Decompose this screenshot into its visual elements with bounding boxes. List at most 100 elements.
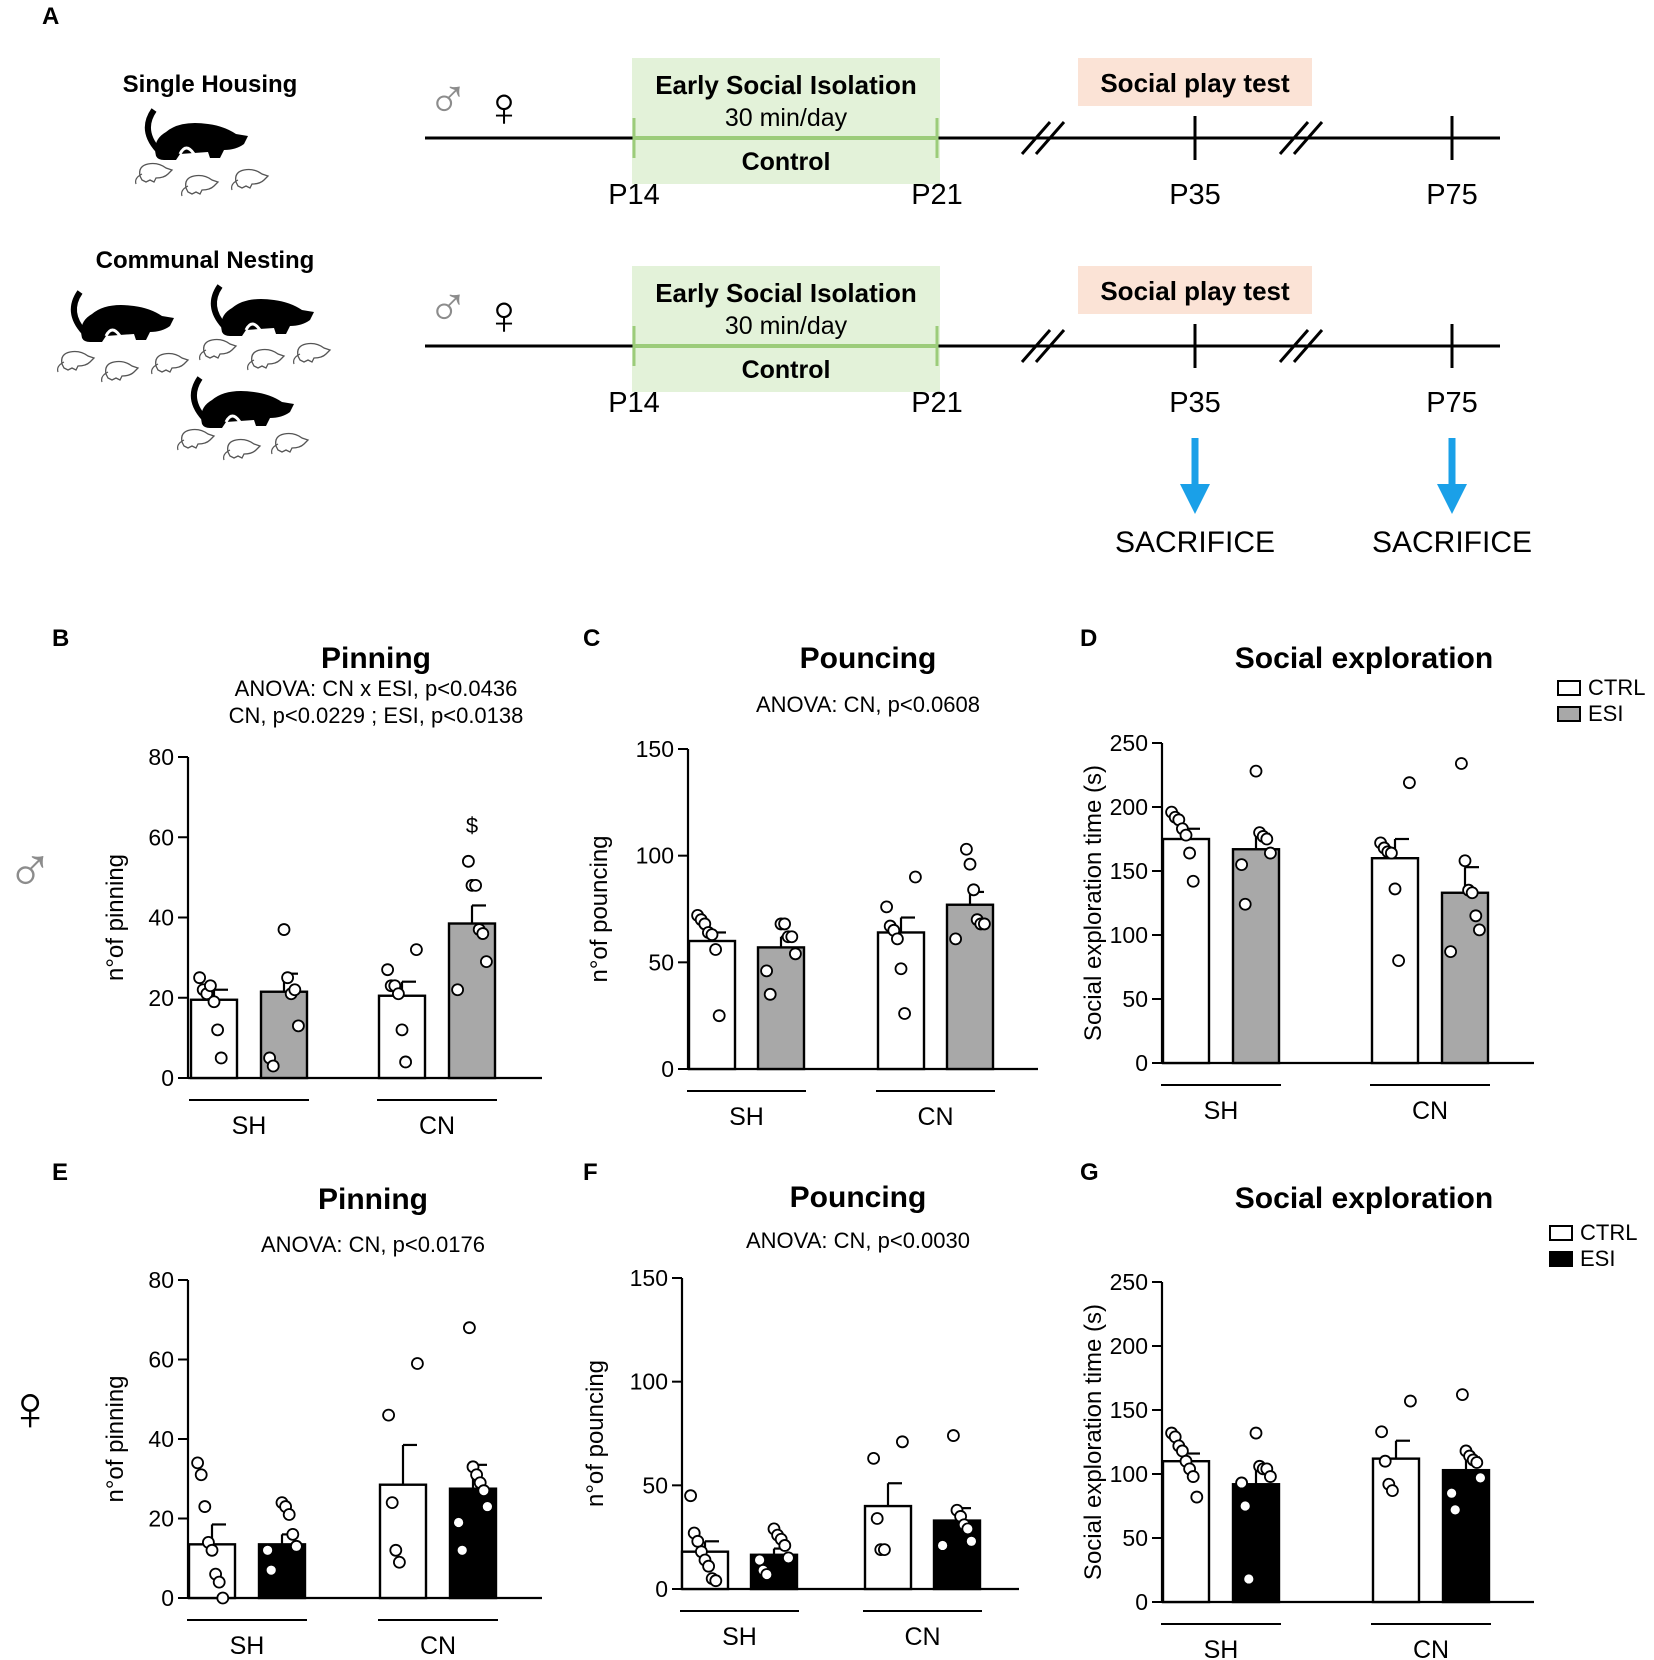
control-label: Control (742, 148, 831, 176)
group-label-sh: SH (722, 1623, 757, 1651)
chart-title: Pouncing (790, 1181, 927, 1214)
data-point (385, 1496, 399, 1509)
data-point (1378, 1454, 1392, 1468)
data-point (198, 1500, 212, 1513)
data-point (709, 1574, 723, 1588)
social-test-label: Social play test (1100, 276, 1290, 306)
data-point (789, 947, 802, 961)
y-tick-label: 100 (1110, 922, 1148, 948)
bar-sh-ctrl (687, 939, 737, 1071)
y-tick-label: 150 (1110, 1397, 1148, 1423)
group-label-cn: CN (917, 1103, 953, 1131)
panel-letter: D (1080, 625, 1097, 652)
y-axis-label: n°of pinning (102, 1375, 129, 1502)
data-point (277, 923, 291, 936)
male-symbol: ♂ (427, 275, 469, 338)
data-point (891, 932, 904, 946)
communal-nesting-mice-icon (56, 286, 331, 461)
y-tick-label: 0 (655, 1576, 668, 1602)
tick-label-p21: P21 (911, 387, 963, 419)
y-tick-label: 100 (1110, 1461, 1148, 1487)
legend-label-esi: ESI (1580, 1246, 1615, 1271)
single-housing-label: Single Housing (123, 71, 298, 98)
data-point (282, 1508, 296, 1521)
legend-label-esi: ESI (1588, 701, 1623, 726)
group-label-cn: CN (904, 1623, 940, 1651)
data-point (936, 1539, 949, 1552)
anova-annotation: ANOVA: CN, p<0.0176 (261, 1232, 485, 1257)
data-point (479, 955, 493, 969)
anova-annotation: ANOVA: CN x ESI, p<0.0436 (235, 676, 518, 701)
y-tick-label: 80 (148, 744, 174, 770)
y-tick-label: 60 (148, 1347, 174, 1373)
y-tick-label: 50 (1122, 986, 1148, 1012)
sacrifice-label: SACRIFICE (1115, 526, 1275, 559)
data-point (894, 962, 908, 976)
data-point (1179, 828, 1193, 842)
panel-letter: C (583, 625, 600, 652)
y-tick-label: 50 (642, 1472, 668, 1498)
y-tick-label: 150 (636, 736, 674, 762)
legend-swatch-esi (1549, 1251, 1573, 1267)
data-point (867, 1451, 880, 1465)
data-point (1238, 897, 1252, 911)
data-point (281, 971, 295, 985)
anova-annotation: CN, p<0.0229 ; ESI, p<0.0138 (229, 703, 524, 728)
data-point (763, 987, 777, 1001)
timeline-communal-nesting: ♂ ♀ Early Social Isolation 30 min/day Contro… (425, 266, 1532, 559)
tick-label-p75: P75 (1426, 387, 1478, 419)
tick-label-p14: P14 (608, 387, 660, 419)
data-point (1260, 832, 1274, 846)
isolation-title: Early Social Isolation (655, 70, 917, 100)
panel-letter: E (52, 1159, 68, 1186)
chart-title: Pouncing (800, 642, 937, 675)
bar-sh-ctrl (189, 998, 239, 1080)
tick-label-p75: P75 (1426, 179, 1478, 211)
data-point (1249, 1426, 1263, 1440)
data-point (705, 928, 719, 941)
chart-panel-f: F Pouncing ANOVA: CN, p<0.0030 0 50 100 150 n°o… (582, 1159, 1019, 1651)
panel-a: A Single Housing Communal Nesting ♂ ♀ Earl… (42, 3, 1532, 559)
data-point (391, 987, 405, 1001)
data-point (1186, 874, 1200, 888)
data-point (1235, 858, 1248, 871)
data-point (1403, 776, 1416, 790)
data-point (212, 1575, 226, 1589)
data-point (264, 1563, 278, 1577)
group-label-sh: SH (1204, 1097, 1239, 1125)
data-point (395, 1023, 409, 1037)
chart-panel-e: E Pinning ANOVA: CN, p<0.0176 0 20 40 60 80 n°of… (52, 1159, 542, 1660)
data-point (191, 1456, 205, 1470)
data-point (978, 917, 991, 931)
data-point (1242, 1572, 1256, 1586)
group-label-cn: CN (419, 1112, 455, 1140)
data-point (1392, 954, 1405, 967)
data-point (782, 1551, 795, 1565)
tick-label-p35: P35 (1169, 387, 1221, 419)
bar-cn-esi (1441, 1468, 1491, 1604)
y-tick-label: 20 (148, 985, 174, 1011)
data-point (870, 1512, 884, 1525)
data-point (469, 879, 483, 892)
data-point (382, 1408, 396, 1422)
male-row-symbol: ♂ (6, 834, 54, 906)
data-point (381, 963, 395, 977)
data-point (451, 983, 465, 997)
y-tick-label: 50 (1122, 1525, 1148, 1551)
data-point (1386, 1484, 1399, 1498)
data-point (1190, 1490, 1204, 1504)
data-point (949, 932, 962, 946)
male-symbol: ♂ (427, 67, 469, 130)
y-tick-label: 150 (630, 1265, 668, 1291)
data-point (712, 1009, 726, 1023)
isolation-title: Early Social Isolation (655, 278, 917, 308)
social-test-label: Social play test (1100, 68, 1290, 98)
y-tick-label: 150 (1110, 858, 1148, 884)
group-label-cn: CN (420, 1632, 456, 1660)
female-symbol: ♀ (483, 75, 525, 138)
data-point (291, 1019, 305, 1033)
axis-break-mark (1292, 121, 1324, 155)
data-point (1448, 1503, 1462, 1517)
social-test-box (1078, 58, 1312, 106)
